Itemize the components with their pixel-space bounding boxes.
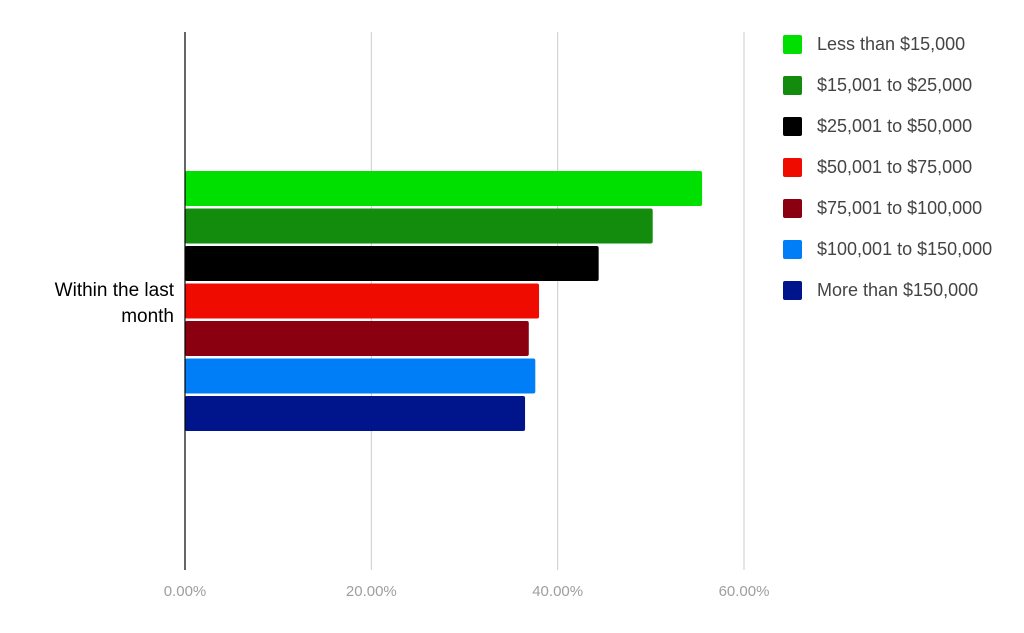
legend-swatch: [783, 281, 802, 300]
bar: [185, 171, 703, 206]
bar: [185, 396, 526, 431]
legend-swatch: [783, 117, 802, 136]
bar: [185, 283, 540, 319]
legend-swatch: [783, 76, 802, 95]
bar: [185, 358, 536, 394]
legend-swatch: [783, 240, 802, 259]
legend-label: Less than $15,000: [817, 34, 965, 54]
axes: 0.00% 20.00% 40.00% 60.00% Within the last mo…: [55, 32, 770, 600]
x-tick-label: 0.00%: [164, 583, 207, 600]
legend: Less than $15,000 $15,001 to $25,000 $25,0…: [783, 34, 992, 300]
legend-label: $50,001 to $75,000: [817, 157, 972, 177]
category-label: Within the last month: [55, 280, 175, 327]
legend-label: $25,001 to $50,000: [817, 116, 972, 136]
legend-swatch: [783, 158, 802, 177]
legend-label: $15,001 to $25,000: [817, 75, 972, 95]
legend-label: $75,001 to $100,000: [817, 198, 982, 218]
legend-label: More than $150,000: [817, 280, 978, 300]
legend-swatch: [783, 35, 802, 54]
legend-swatch: [783, 199, 802, 218]
x-tick-label: 20.00%: [346, 583, 397, 600]
bars: [185, 171, 703, 431]
x-tick-label: 40.00%: [532, 583, 583, 600]
bar: [185, 246, 599, 281]
bar: [185, 208, 653, 244]
bar: [185, 321, 529, 356]
x-tick-label: 60.00%: [719, 583, 770, 600]
legend-label: $100,001 to $150,000: [817, 239, 992, 259]
